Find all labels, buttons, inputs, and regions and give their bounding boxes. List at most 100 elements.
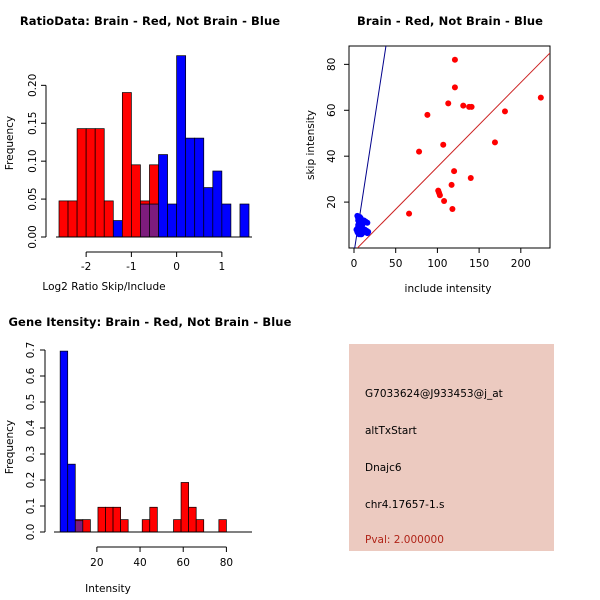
gene-intensity-xlabel: Intensity <box>85 583 131 595</box>
scatter-point <box>353 226 360 233</box>
ratio-histogram-ylabel: Frequency <box>4 116 16 170</box>
y-axis-tick-label: 0.05 <box>27 187 39 210</box>
histogram-bar-overlap <box>149 203 159 238</box>
scatter-point <box>467 174 474 181</box>
histogram-bar-red <box>121 92 132 238</box>
x-axis-tick-label: 1 <box>219 261 226 273</box>
scatter-axes: 20 40 60 80 0 50 100 150 200 <box>326 58 531 270</box>
scatter-point <box>364 219 371 226</box>
y-axis-tick-label: 60 <box>326 104 338 117</box>
plot-frame <box>348 45 551 249</box>
histogram-bar-blue <box>67 463 76 533</box>
histogram-bar <box>74 519 84 522</box>
gene-intensity-bars <box>59 350 227 533</box>
scatter-xlabel: include intensity <box>405 283 492 295</box>
y-axis-tick-label: 0.0 <box>25 524 37 541</box>
scatter-points <box>353 56 544 238</box>
histogram-bar-blue <box>239 203 250 238</box>
scatter-point <box>406 210 413 217</box>
x-axis-tick-label: -2 <box>81 261 91 273</box>
gene-symbol: Dnajc6 <box>365 462 402 474</box>
scatter-point <box>441 197 448 204</box>
gene-event-type: altTxStart <box>365 425 417 437</box>
gene-intensity-ylabel: Frequency <box>4 420 16 474</box>
histogram-bar-red <box>218 519 227 533</box>
histogram-bar-blue <box>194 137 205 238</box>
scatter-point <box>445 100 452 107</box>
intensity-scatter-panel: Brain - Red, Not Brain - Blue 20 40 60 80 0 5… <box>300 0 600 300</box>
histogram-bar-blue <box>176 55 187 238</box>
histogram-bar-red <box>67 200 78 238</box>
y-axis-tick-label: 0.5 <box>25 394 37 411</box>
y-axis-tick-label: 0.4 <box>25 419 37 436</box>
histogram-bar-red <box>180 482 189 533</box>
scatter-point <box>448 181 455 188</box>
histogram-bar-blue <box>167 203 177 238</box>
x-axis-tick-label: 150 <box>469 258 489 270</box>
gene-intensity-plot: 0.0 0.1 0.2 0.3 0.4 0.5 0.6 0.7 20 40 60 80 Intensi… <box>4 342 252 595</box>
y-axis-tick-label: 20 <box>326 195 338 208</box>
histogram-bar-red <box>112 506 121 533</box>
gene-intensity-axes: 0.0 0.1 0.2 0.3 0.4 0.5 0.6 0.7 20 40 60 80 <box>25 342 252 569</box>
y-axis-tick-label: 80 <box>326 58 338 71</box>
histogram-bar-red <box>188 506 197 533</box>
histogram-bar <box>140 200 150 205</box>
scatter-point <box>451 56 458 63</box>
scatter-point <box>468 103 475 110</box>
histogram-bar-red <box>58 200 69 238</box>
x-axis-tick-label: -1 <box>126 261 136 273</box>
y-axis-tick-label: 0.10 <box>27 149 39 172</box>
ratio-histogram-xlabel: Log2 Ratio Skip/Include <box>42 281 165 293</box>
gene-locus: chr4.17657-1.s <box>365 499 445 511</box>
y-axis-tick-label: 0.00 <box>27 225 39 248</box>
scatter-point <box>449 205 456 212</box>
gene-pvalue: Pval: 2.000000 <box>365 534 444 546</box>
scatter-point <box>357 215 364 222</box>
histogram-bar-red <box>173 519 182 533</box>
scatter-point <box>359 230 366 237</box>
x-axis-tick-label: 100 <box>427 258 447 270</box>
gene-info-panel: G7033624@J933453@j_at altTxStart Dnajc6 … <box>300 300 600 600</box>
histogram-bar-red <box>94 128 105 238</box>
gene-intensity-panel: Gene Itensity: Brain - Red, Not Brain - … <box>0 300 300 600</box>
histogram-bar-blue <box>185 137 196 238</box>
x-axis-tick-label: 40 <box>133 557 146 569</box>
blue-reference-line <box>354 46 387 248</box>
scatter-point <box>451 84 458 91</box>
gene-info-box: G7033624@J933453@j_at altTxStart Dnajc6 … <box>349 344 554 551</box>
histogram-bar-blue <box>158 154 168 238</box>
histogram-bar-red <box>131 164 141 238</box>
histogram-bar-red <box>141 519 151 533</box>
histogram-bar-red <box>82 519 91 533</box>
histogram-bar-red <box>149 506 158 533</box>
x-axis-tick-label: 50 <box>389 258 402 270</box>
scatter-reference-lines <box>354 46 550 248</box>
y-axis-tick-label: 0.20 <box>27 74 39 97</box>
ratio-histogram-axes: 0.00 0.05 0.10 0.15 0.20 -2 -1 0 1 <box>27 74 252 273</box>
histogram-bar-overlap <box>140 203 150 238</box>
x-axis-tick-label: 60 <box>177 557 190 569</box>
histogram-bar-blue <box>212 170 223 238</box>
red-reference-line <box>356 52 550 248</box>
histogram-bar-red <box>105 506 114 533</box>
histogram-bar-red <box>103 200 114 238</box>
intensity-scatter-title: Brain - Red, Not Brain - Blue <box>356 14 544 28</box>
y-axis-tick-label: 0.3 <box>25 446 37 463</box>
scatter-ylabel: skip intensity <box>305 110 317 180</box>
scatter-point <box>416 148 423 155</box>
histogram-bar-blue <box>203 187 214 238</box>
scatter-point <box>451 168 458 175</box>
x-axis-tick-label: 20 <box>90 557 103 569</box>
x-axis-tick-label: 0 <box>351 258 358 270</box>
ratio-histogram-title: RatioData: Brain - Red, Not Brain - Blue <box>19 14 281 28</box>
scatter-frame <box>348 45 551 249</box>
histogram-bar-red <box>120 519 129 533</box>
x-axis-tick-label: 0 <box>173 261 180 273</box>
scatter-point <box>491 139 498 146</box>
x-axis-tick-label: 80 <box>220 557 233 569</box>
histogram-bar-overlap <box>74 520 84 533</box>
scatter-point <box>440 141 447 148</box>
y-axis-tick-label: 0.2 <box>25 472 37 489</box>
y-axis-tick-label: 0.15 <box>27 112 39 135</box>
scatter-point <box>460 102 467 109</box>
